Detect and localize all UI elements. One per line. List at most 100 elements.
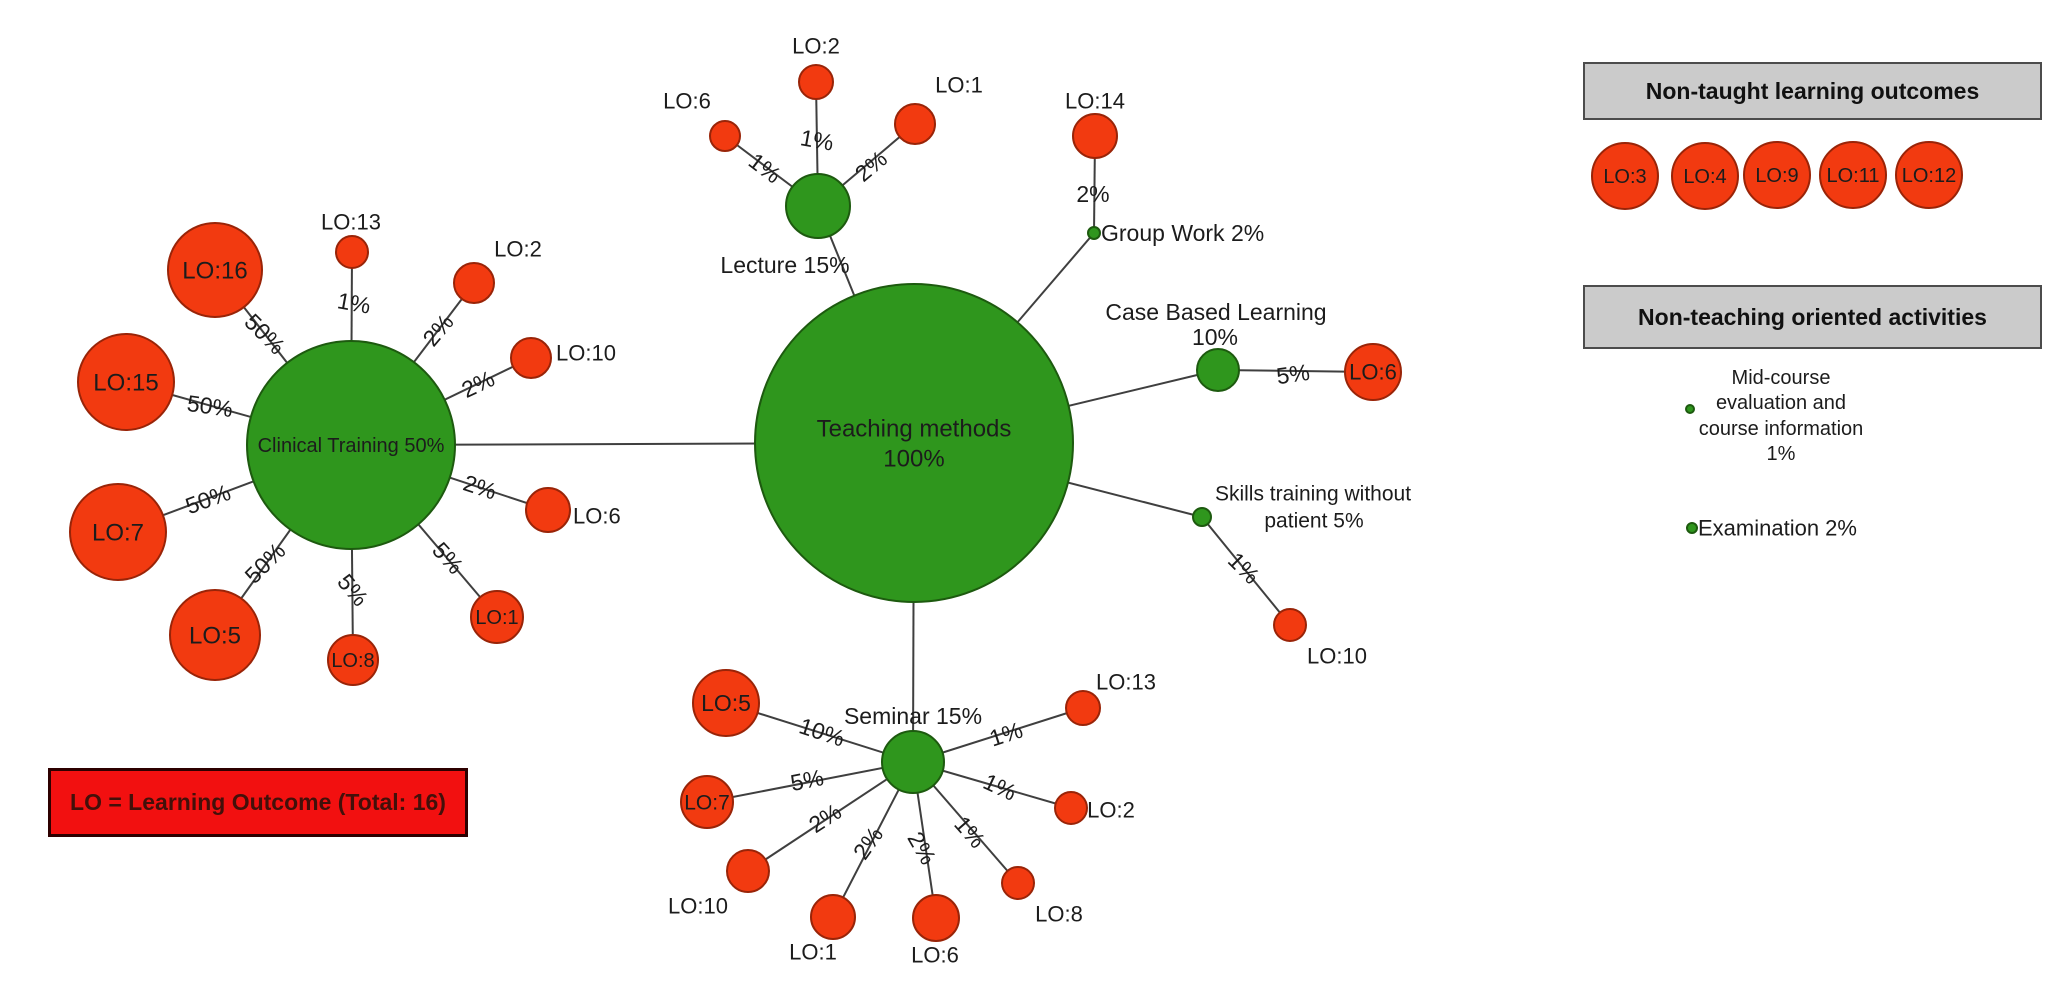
label-seminar-lo8: LO:8 xyxy=(1035,902,1083,927)
node-label-nontaught-lo12: LO:12 xyxy=(1902,165,1956,187)
edge-skills-lo10 xyxy=(1201,516,1291,626)
node-label-clinical-lo8: LO:8 xyxy=(331,650,374,672)
label-lecture-lo2: LO:2 xyxy=(792,34,840,59)
node-seminar-lo2 xyxy=(1054,791,1088,825)
edge-label-clinical-lo10: 2% xyxy=(457,365,498,403)
node-clinical-training xyxy=(246,340,456,550)
node-lecture-lo2 xyxy=(798,64,834,100)
node-seminar-lo8 xyxy=(1001,866,1035,900)
node-clinical-lo2 xyxy=(453,262,495,304)
node-clinical-lo16 xyxy=(167,222,263,318)
label-skills-lo10: LO:10 xyxy=(1307,644,1367,669)
edge-label-clinical-lo8: 5% xyxy=(332,569,373,611)
node-label-clinical-lo1: LO:1 xyxy=(475,607,518,629)
panel-header-non-taught-label: Non-taught learning outcomes xyxy=(1645,77,1980,104)
label-clinical-lo13: LO:13 xyxy=(321,210,381,235)
node-clinical-lo6 xyxy=(525,487,571,533)
node-clinical-lo15 xyxy=(77,333,175,431)
node-label-teaching-methods-l1: Teaching methods xyxy=(817,415,1012,442)
node-label-nontaught-lo4: LO:4 xyxy=(1683,166,1726,188)
edge-label-clinical-lo5: 50% xyxy=(240,538,291,589)
edge-seminar-lo10 xyxy=(747,761,914,872)
node-nontaught-lo12 xyxy=(1895,141,1963,209)
node-cbl-lo6 xyxy=(1344,343,1402,401)
edge-label-seminar-lo10: 2% xyxy=(804,798,846,838)
edge-label-seminar-lo2: 1% xyxy=(979,768,1020,806)
edge-label-clinical-lo15: 50% xyxy=(185,390,234,422)
node-lecture-lo6 xyxy=(709,120,741,152)
label-skills-line1: Skills training without xyxy=(1215,482,1411,505)
edge-label-seminar-lo13: 1% xyxy=(986,717,1026,752)
label-case-based-learning-pct: 10% xyxy=(1192,324,1238,350)
node-label-clinical-lo15: LO:15 xyxy=(93,369,158,396)
node-midcourse-dot-icon xyxy=(1685,404,1695,414)
node-label-seminar-lo7: LO:7 xyxy=(684,791,730,814)
edge-label-skills-lo10: 1% xyxy=(1223,547,1265,589)
edge-label-clinical-lo13: 1% xyxy=(335,287,372,318)
node-groupwork-lo14 xyxy=(1072,113,1118,159)
label-lecture-lo6: LO:6 xyxy=(663,89,711,114)
node-label-clinical-training: Clinical Training 50% xyxy=(258,435,445,457)
label-seminar-lo10: LO:10 xyxy=(668,894,728,919)
node-label-clinical-lo7: LO:7 xyxy=(92,519,144,546)
node-seminar-lo6 xyxy=(912,894,960,942)
node-clinical-lo10 xyxy=(510,337,552,379)
node-label-nontaught-lo9: LO:9 xyxy=(1755,165,1798,187)
node-nontaught-lo11 xyxy=(1819,141,1887,209)
node-skills-training-dot-icon xyxy=(1192,507,1212,527)
node-lecture xyxy=(785,173,851,239)
label-midcourse-line2: evaluation and xyxy=(1716,392,1846,414)
node-clinical-lo1 xyxy=(470,590,524,644)
edge-label-seminar-lo7: 5% xyxy=(788,764,826,796)
label-lecture: Lecture 15% xyxy=(720,252,849,278)
panel-header-non-teaching-activities: Non-teaching oriented activities xyxy=(1583,285,2042,349)
node-label-cbl-lo6: LO:6 xyxy=(1349,360,1397,385)
node-teaching-methods xyxy=(754,283,1074,603)
node-case-based-learning xyxy=(1196,348,1240,392)
node-examination-dot-icon xyxy=(1686,522,1698,534)
label-midcourse-line1: Mid-course xyxy=(1732,367,1831,389)
node-clinical-lo7 xyxy=(69,483,167,581)
node-seminar xyxy=(881,730,945,794)
edge-seminar-lo7 xyxy=(706,761,914,803)
node-seminar-lo7 xyxy=(680,775,734,829)
label-seminar-lo2: LO:2 xyxy=(1087,798,1135,823)
label-clinical-lo6: LO:6 xyxy=(573,504,621,529)
edge-label-seminar-lo1: 2% xyxy=(848,822,888,864)
edge-label-cbl-lo6: 5% xyxy=(1275,359,1312,389)
label-group-work: Group Work 2% xyxy=(1101,220,1264,246)
node-label-clinical-lo16: LO:16 xyxy=(182,257,247,284)
edge-label-groupwork-lo14: 2% xyxy=(1076,181,1109,207)
node-label-nontaught-lo11: LO:11 xyxy=(1827,165,1880,187)
edge-label-seminar-lo8: 1% xyxy=(949,811,990,853)
edge-label-clinical-lo6: 2% xyxy=(460,470,500,505)
edge-label-seminar-lo5: 10% xyxy=(796,713,848,752)
label-seminar: Seminar 15% xyxy=(844,703,982,729)
label-seminar-lo6: LO:6 xyxy=(911,943,959,968)
label-examination: Examination 2% xyxy=(1698,516,1857,541)
node-nontaught-lo4 xyxy=(1671,142,1739,210)
node-nontaught-lo9 xyxy=(1743,141,1811,209)
node-label-nontaught-lo3: LO:3 xyxy=(1603,166,1646,188)
legend-box: LO = Learning Outcome (Total: 16) xyxy=(48,768,468,837)
panel-header-non-teaching-label: Non-teaching oriented activities xyxy=(1638,303,1987,330)
node-lecture-lo1 xyxy=(894,103,936,145)
node-seminar-lo13 xyxy=(1065,690,1101,726)
edge-label-clinical-lo7: 50% xyxy=(182,479,234,519)
node-clinical-lo5 xyxy=(169,589,261,681)
node-clinical-lo8 xyxy=(327,634,379,686)
edge-label-clinical-lo2: 2% xyxy=(417,309,458,351)
label-seminar-lo13: LO:13 xyxy=(1096,670,1156,695)
edge-label-lecture-lo1: 2% xyxy=(850,145,892,186)
node-nontaught-lo3 xyxy=(1591,142,1659,210)
node-seminar-lo1 xyxy=(810,894,856,940)
label-case-based-learning: Case Based Learning xyxy=(1105,299,1326,325)
node-label-teaching-methods-l2: 100% xyxy=(883,445,944,472)
legend-text: LO = Learning Outcome (Total: 16) xyxy=(70,789,446,815)
label-clinical-lo10: LO:10 xyxy=(556,341,616,366)
node-group-work-dot-icon xyxy=(1087,226,1101,240)
label-lecture-lo1: LO:1 xyxy=(935,73,983,98)
node-label-clinical-lo5: LO:5 xyxy=(189,622,241,649)
